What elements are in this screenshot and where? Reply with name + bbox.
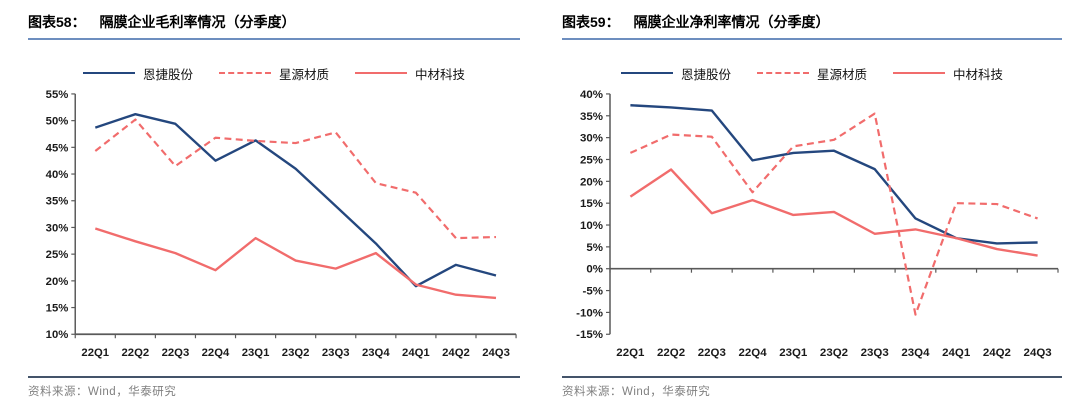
legend-line-sample bbox=[756, 72, 809, 74]
svg-text:20%: 20% bbox=[580, 176, 603, 188]
svg-text:23Q4: 23Q4 bbox=[901, 347, 930, 359]
figure-label: 图表59： bbox=[562, 14, 620, 30]
svg-text:15%: 15% bbox=[46, 302, 69, 314]
svg-text:10%: 10% bbox=[580, 220, 603, 232]
svg-text:30%: 30% bbox=[580, 133, 603, 145]
svg-text:35%: 35% bbox=[46, 196, 69, 208]
legend-label: 中材科技 bbox=[415, 67, 466, 82]
figure-label: 图表58： bbox=[28, 14, 86, 30]
svg-text:40%: 40% bbox=[580, 89, 603, 101]
legend-line-sample bbox=[355, 72, 407, 74]
source-note: 资料来源：Wind，华泰研究 bbox=[562, 376, 1062, 399]
legend-item: 中材科技 bbox=[355, 64, 465, 83]
svg-text:24Q3: 24Q3 bbox=[1024, 347, 1052, 359]
svg-text:10%: 10% bbox=[46, 329, 69, 341]
svg-text:22Q4: 22Q4 bbox=[738, 347, 767, 359]
legend-item: 中材科技 bbox=[893, 64, 1003, 83]
figure-name: 隔膜企业毛利率情况（分季度） bbox=[99, 14, 296, 30]
svg-text:23Q3: 23Q3 bbox=[861, 347, 889, 359]
svg-text:40%: 40% bbox=[46, 169, 69, 181]
legend-line-sample bbox=[620, 72, 673, 74]
svg-text:15%: 15% bbox=[580, 198, 603, 210]
svg-text:22Q2: 22Q2 bbox=[122, 347, 150, 359]
legend-label: 恩捷股份 bbox=[680, 67, 731, 82]
legend-item: 星源材质 bbox=[218, 64, 329, 83]
figure-title-net-margin: 图表59： 隔膜企业净利率情况（分季度） bbox=[562, 12, 1062, 40]
svg-text:24Q2: 24Q2 bbox=[442, 347, 470, 359]
legend-label: 恩捷股份 bbox=[142, 67, 193, 82]
svg-text:25%: 25% bbox=[580, 154, 603, 166]
legend-line-sample bbox=[893, 72, 945, 74]
legend-label: 星源材质 bbox=[278, 67, 329, 82]
legend-item: 星源材质 bbox=[756, 64, 867, 83]
source-note: 资料来源：Wind，华泰研究 bbox=[28, 376, 520, 399]
svg-text:24Q3: 24Q3 bbox=[482, 347, 510, 359]
svg-text:-15%: -15% bbox=[576, 329, 603, 341]
legend-item: 恩捷股份 bbox=[82, 64, 193, 83]
figure-title-gross-margin: 图表58： 隔膜企业毛利率情况（分季度） bbox=[28, 12, 520, 40]
gross-margin-line-chart: 55% 50% 45% 40% 35% 30% 25% 20% 15% 10% 22Q1 22Q2 22… bbox=[46, 89, 517, 359]
svg-text:22Q4: 22Q4 bbox=[202, 347, 230, 359]
chart-panel-net-margin: 图表59： 隔膜企业净利率情况（分季度） 恩捷股份 星源材质 中材科技 40% 35%… bbox=[562, 12, 1062, 405]
chart-legend: 恩捷股份 星源材质 中材科技 bbox=[28, 62, 520, 84]
svg-text:25%: 25% bbox=[46, 249, 69, 261]
svg-text:23Q4: 23Q4 bbox=[362, 347, 390, 359]
svg-text:23Q1: 23Q1 bbox=[779, 347, 808, 359]
legend-label: 中材科技 bbox=[953, 67, 1004, 82]
svg-text:22Q1: 22Q1 bbox=[81, 347, 109, 359]
svg-text:50%: 50% bbox=[46, 116, 69, 128]
svg-text:20%: 20% bbox=[46, 276, 69, 288]
svg-text:23Q1: 23Q1 bbox=[242, 347, 270, 359]
legend-item: 恩捷股份 bbox=[620, 64, 731, 83]
svg-text:24Q2: 24Q2 bbox=[983, 347, 1011, 359]
svg-text:22Q3: 22Q3 bbox=[162, 347, 190, 359]
legend-line-sample bbox=[218, 72, 271, 74]
svg-text:22Q2: 22Q2 bbox=[657, 347, 685, 359]
svg-text:22Q3: 22Q3 bbox=[698, 347, 726, 359]
net-margin-line-chart: 40% 35% 30% 25% 20% 15% 10% 5% 0% -5% -10% -15% 22Q1… bbox=[576, 89, 1059, 359]
svg-text:23Q3: 23Q3 bbox=[322, 347, 350, 359]
chart-panel-gross-margin: 图表58： 隔膜企业毛利率情况（分季度） 恩捷股份 星源材质 中材科技 55% 50%… bbox=[28, 12, 520, 405]
svg-text:30%: 30% bbox=[46, 222, 69, 234]
legend-line-sample bbox=[82, 72, 135, 74]
svg-text:23Q2: 23Q2 bbox=[282, 347, 310, 359]
svg-text:-5%: -5% bbox=[583, 286, 603, 298]
svg-text:22Q1: 22Q1 bbox=[616, 347, 645, 359]
svg-text:35%: 35% bbox=[580, 111, 603, 123]
svg-text:0%: 0% bbox=[586, 264, 603, 276]
svg-text:55%: 55% bbox=[46, 89, 69, 101]
svg-text:-10%: -10% bbox=[576, 307, 603, 319]
legend-label: 星源材质 bbox=[816, 67, 867, 82]
svg-text:45%: 45% bbox=[46, 142, 69, 154]
svg-text:24Q1: 24Q1 bbox=[942, 347, 971, 359]
figure-name: 隔膜企业净利率情况（分季度） bbox=[633, 14, 830, 30]
svg-text:24Q1: 24Q1 bbox=[402, 347, 430, 359]
chart-legend: 恩捷股份 星源材质 中材科技 bbox=[562, 62, 1062, 84]
svg-text:23Q2: 23Q2 bbox=[820, 347, 848, 359]
svg-text:5%: 5% bbox=[586, 242, 603, 254]
